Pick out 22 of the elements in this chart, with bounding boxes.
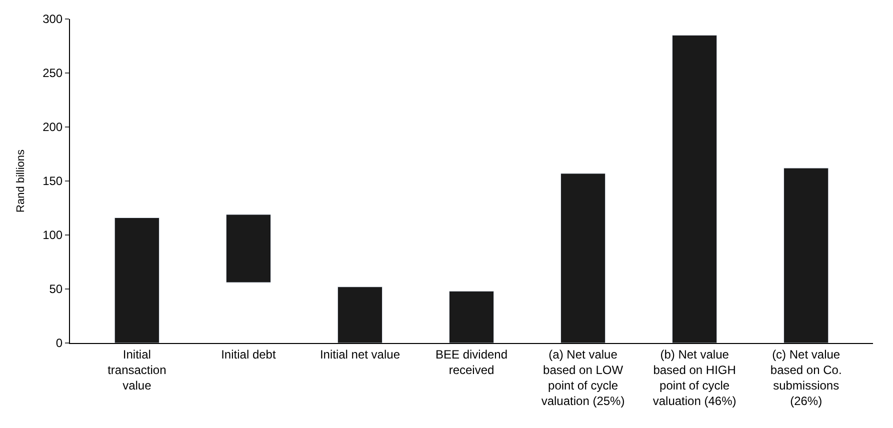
y-tick-label: 250 xyxy=(42,66,63,80)
bar xyxy=(784,168,829,343)
y-axis-title: Rand billions xyxy=(15,149,28,212)
x-tick-label: Initial transaction value xyxy=(108,347,166,393)
bar xyxy=(672,34,718,343)
x-tick-label: Initial net value xyxy=(320,347,400,362)
bar xyxy=(226,214,271,283)
y-tick-label: 300 xyxy=(42,12,63,26)
bar xyxy=(560,173,606,343)
bar xyxy=(114,217,160,343)
y-tick-label: 150 xyxy=(42,174,63,188)
bar xyxy=(448,290,494,343)
x-tick-label: (b) Net value based on HIGH point of cycle valuation (46%) xyxy=(652,347,736,408)
y-tick-label: 50 xyxy=(49,282,63,296)
x-tick-label: (a) Net value based on LOW point of cycle valuation (25%) xyxy=(541,347,625,408)
x-tick-label: (c) Net value based on Co. submissions (26%) xyxy=(770,347,842,408)
y-tick-label: 200 xyxy=(42,120,63,134)
x-tick-label: BEE dividend received xyxy=(435,347,508,377)
y-tick-label: 0 xyxy=(56,336,63,350)
x-tick-label: Initial debt xyxy=(221,347,276,362)
y-tick-label: 100 xyxy=(42,228,63,242)
bar xyxy=(337,286,383,343)
